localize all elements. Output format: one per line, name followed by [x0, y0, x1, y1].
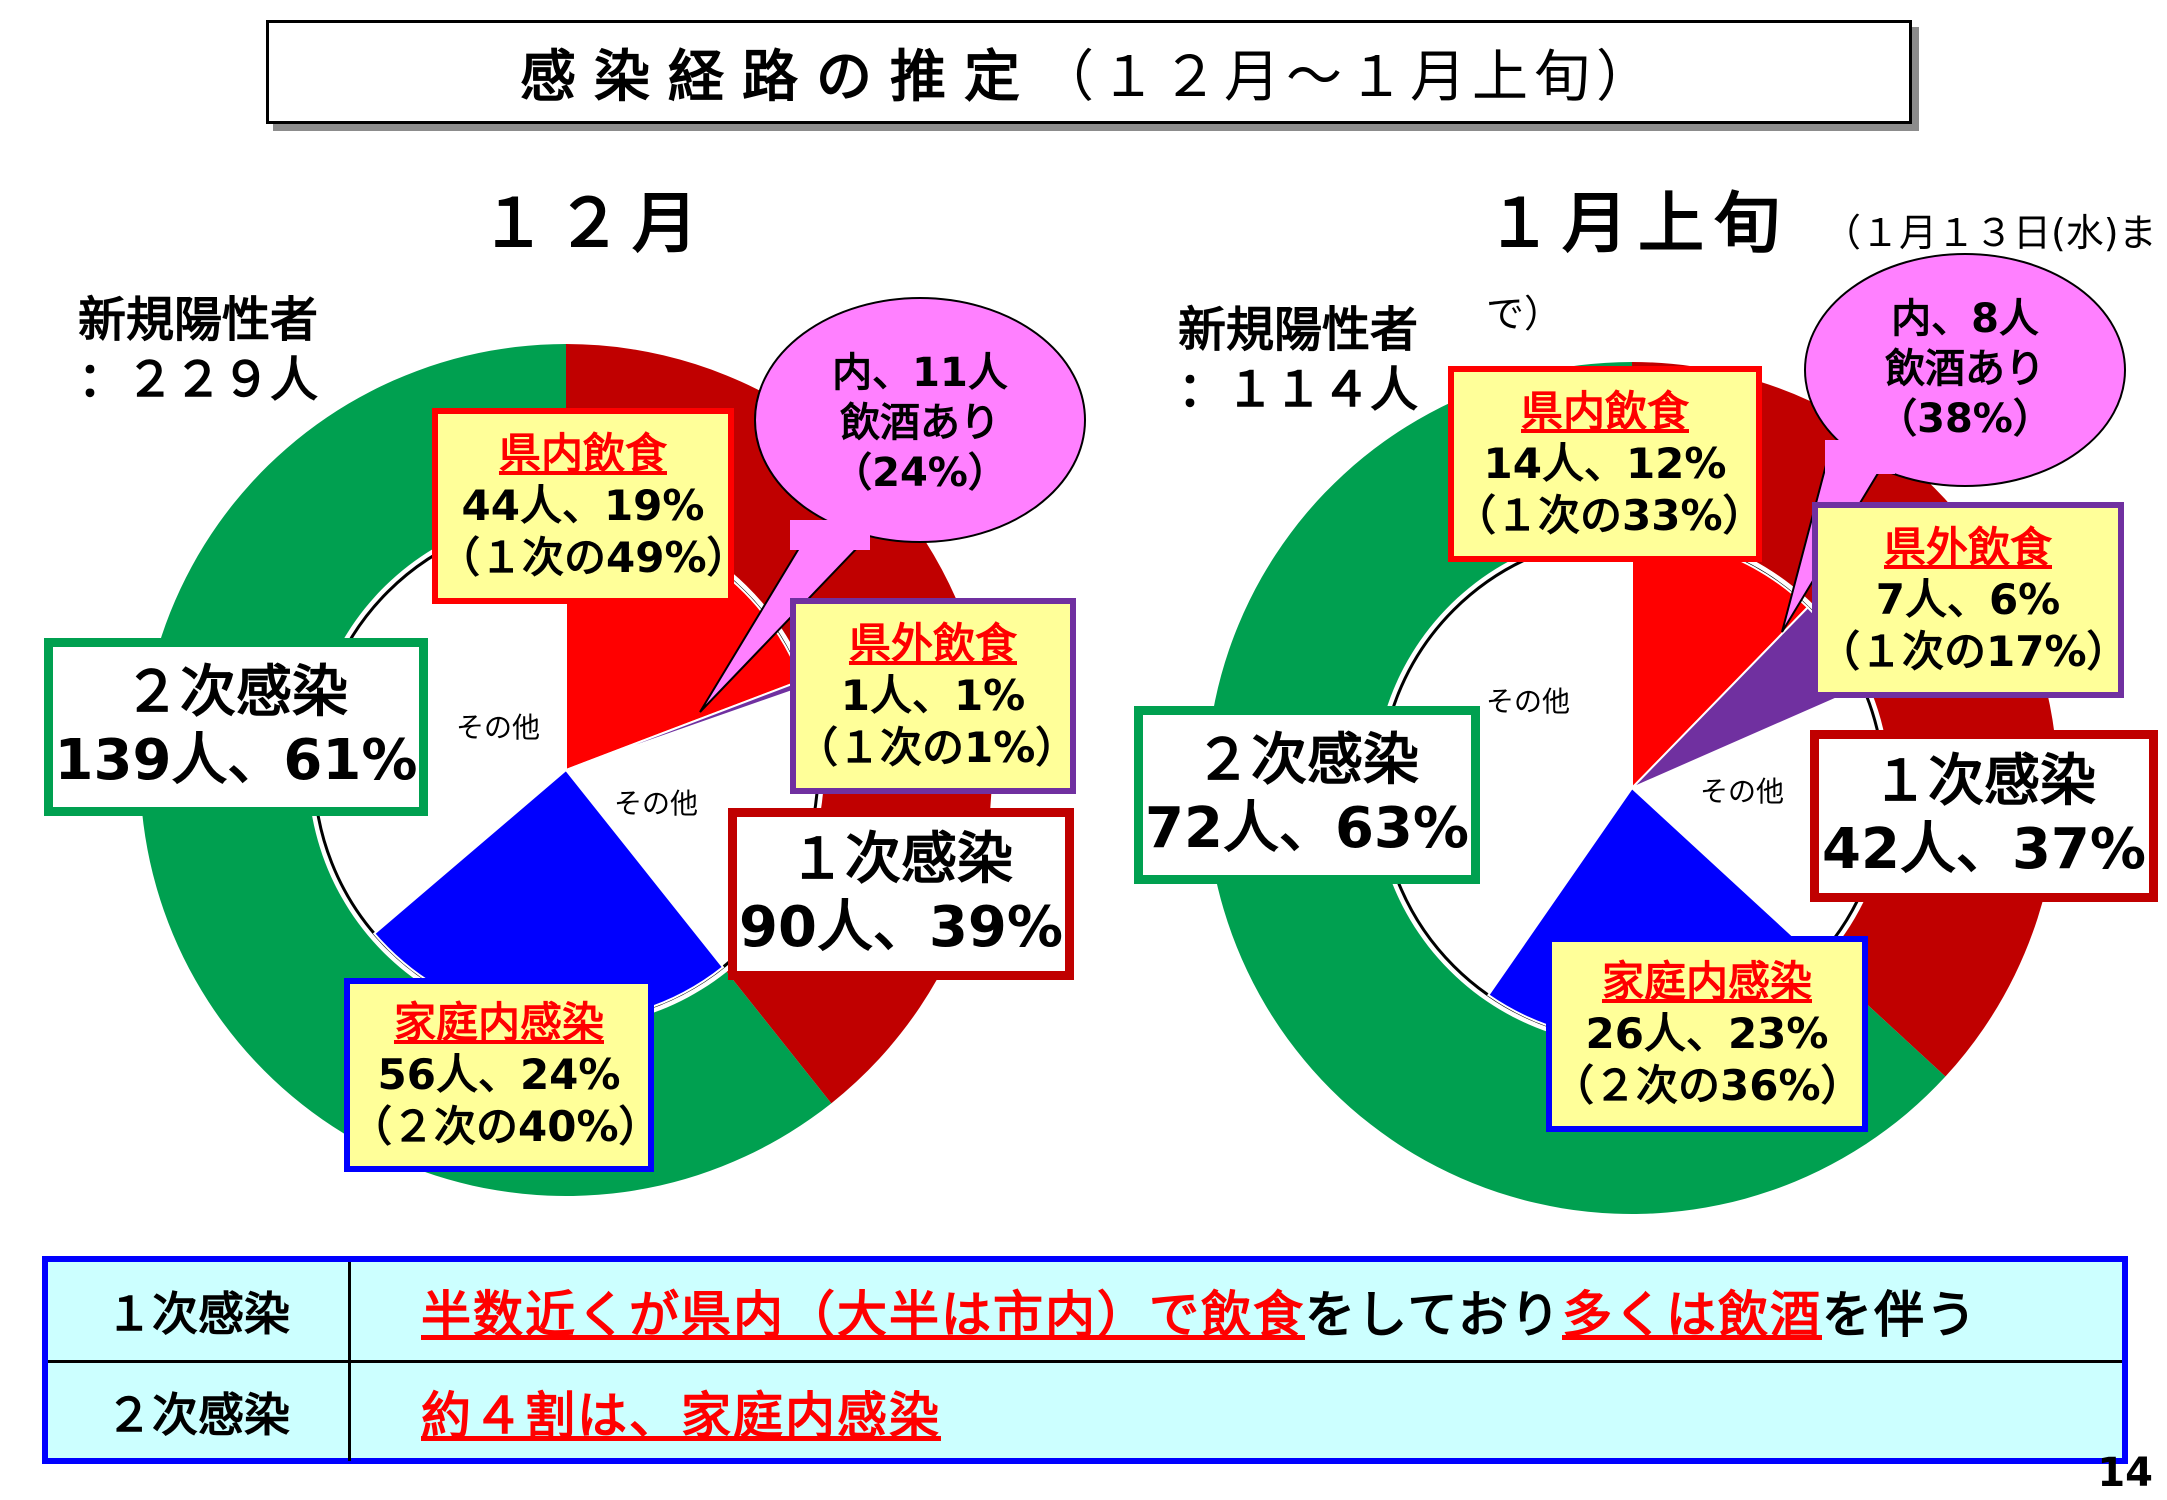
label-katei-line1-december: 56人、24%	[377, 1050, 621, 1099]
label-primary-line2-january: 42人、37%	[1822, 817, 2146, 882]
label-box-katei-december: 家庭内感染 56人、24% （２次の40%）	[344, 978, 661, 1172]
summary-primary-part2: をしており	[1305, 1286, 1562, 1344]
label-box-primary-january: １次感染 42人、37%	[1810, 730, 2158, 902]
bubble-text-december: 内、11人 飲酒あり （24%）	[780, 348, 1060, 498]
label-box-katei-january: 家庭内感染 26人、23% （２次の36%）	[1546, 936, 1868, 1132]
label-katei-line1-january: 26人、23%	[1585, 1009, 1829, 1058]
label-kengai-cat-december: 県外飲食	[848, 619, 1017, 668]
bubble-line2-december: 飲酒あり	[840, 400, 1000, 446]
label-kennai-cat-january: 県内飲食	[1520, 387, 1689, 436]
page-subtitle: （１２月～１月上旬）	[1038, 44, 1658, 110]
panel-title-december: １２月	[480, 185, 708, 262]
bubble-line3-december: （24%）	[832, 450, 1008, 496]
summary-row-primary: １次感染 半数近くが県内（大半は市内）で飲食をしており多くは飲酒を伴う	[48, 1262, 2122, 1360]
label-primary-line1-january: １次感染	[1872, 749, 2096, 814]
label-secondary-line1-january: ２次感染	[1195, 728, 1419, 793]
title-box: 感染経路の推定 （１２月～１月上旬）	[266, 20, 1912, 124]
total-label-december: 新規陽性者	[78, 292, 319, 348]
label-kengai-line2-january: （１次の17%）	[1818, 627, 2129, 676]
outer-ring-slice-1-december	[140, 344, 832, 1196]
label-primary-line1-december: １次感染	[789, 827, 1013, 892]
bubble-joint-december	[790, 520, 870, 550]
label-kengai-line1-january: 7人、6%	[1875, 575, 2061, 624]
total-december: 新規陽性者 ：２２９人	[78, 290, 318, 410]
other-label-january-b: その他	[1700, 775, 1785, 808]
other-label-december-b: その他	[614, 787, 699, 820]
label-secondary-line2-january: 72人、63%	[1145, 796, 1469, 861]
label-box-kengai-december: 県外飲食 1人、1% （１次の1%）	[790, 598, 1078, 794]
page-number: 14	[2097, 1450, 2153, 1496]
summary-primary-part3: 多くは飲酒	[1562, 1286, 1822, 1344]
summary-text-secondary: 約４割は、家庭内感染	[351, 1376, 941, 1448]
bubble-line2-january: 飲酒あり	[1885, 346, 2045, 392]
panel-title-january-text: １月上旬	[1486, 185, 1790, 262]
label-katei-cat-december: 家庭内感染	[393, 998, 604, 1047]
panel-note-january: （１月１３日(水)まで）	[1486, 211, 2157, 336]
page-title: 感染経路の推定	[520, 44, 1038, 110]
label-katei-cat-january: 家庭内感染	[1601, 957, 1812, 1006]
summary-primary-part1: 半数近くが県内（大半は市内）で飲食	[421, 1286, 1305, 1344]
label-kengai-cat-january: 県外飲食	[1883, 523, 2052, 572]
label-box-secondary-december: ２次感染 139人、61%	[44, 638, 428, 816]
summary-row-secondary: ２次感染 約４割は、家庭内感染	[48, 1360, 2122, 1461]
label-kengai-line1-december: 1人、1%	[840, 671, 1026, 720]
summary-primary-part4: を伴う	[1822, 1286, 1978, 1344]
label-box-kennai-january: 県内飲食 14人、12% （１次の33%）	[1448, 366, 1765, 562]
label-kennai-line1-december: 44人、19%	[461, 481, 705, 530]
label-box-secondary-january: ２次感染 72人、63%	[1134, 706, 1480, 884]
summary-label-secondary: ２次感染	[48, 1363, 351, 1461]
total-label-january: 新規陽性者	[1178, 302, 1419, 358]
label-kennai-line1-january: 14人、12%	[1483, 439, 1727, 488]
summary-table: １次感染 半数近くが県内（大半は市内）で飲食をしており多くは飲酒を伴う ２次感染…	[42, 1256, 2128, 1464]
label-kengai-line2-december: （１次の1%）	[796, 723, 1078, 772]
label-box-kennai-december: 県内飲食 44人、19% （１次の49%）	[432, 408, 749, 604]
bubble-ellipse-december	[754, 297, 1086, 543]
bubble-line3-january: （38%）	[1877, 396, 2053, 442]
label-katei-line2-december: （２次の40%）	[350, 1102, 661, 1151]
speech-bubble-december	[699, 297, 1086, 713]
label-primary-line2-december: 90人、39%	[739, 895, 1063, 960]
label-box-primary-december: １次感染 90人、39%	[728, 808, 1074, 980]
bubble-line1-december: 内、11人	[832, 350, 1008, 396]
other-label-january-a: その他	[1486, 685, 1571, 718]
bubble-joint-january	[1825, 440, 1895, 474]
outer-ring-slice-1-january	[1206, 362, 1946, 1215]
total-value-december: ：２２９人	[78, 352, 319, 408]
label-secondary-line1-december: ２次感染	[124, 660, 348, 725]
label-kennai-line2-january: （１次の33%）	[1454, 491, 1765, 540]
summary-text-primary: 半数近くが県内（大半は市内）で飲食をしており多くは飲酒を伴う	[351, 1275, 1978, 1347]
label-katei-line2-january: （２次の36%）	[1552, 1061, 1863, 1110]
summary-secondary-part1: 約４割は、家庭内感染	[421, 1387, 941, 1445]
label-kennai-line2-december: （１次の49%）	[438, 533, 749, 582]
bubble-text-january: 内、8人 飲酒あり （38%）	[1830, 294, 2100, 444]
summary-label-primary: １次感染	[48, 1262, 351, 1360]
label-box-kengai-january: 県外飲食 7人、6% （１次の17%）	[1812, 502, 2129, 698]
label-kennai-cat-december: 県内飲食	[498, 429, 667, 478]
label-secondary-line2-december: 139人、61%	[54, 728, 418, 793]
bubble-ellipse-january	[1804, 253, 2126, 487]
total-january: 新規陽性者 ：１１４人	[1178, 300, 1418, 420]
total-value-january: ：１１４人	[1178, 362, 1419, 418]
panel-title-january: １月上旬 （１月１３日(水)まで）	[1486, 170, 2167, 343]
other-label-december-a: その他	[456, 711, 541, 744]
bubble-line1-january: 内、8人	[1891, 296, 2039, 342]
